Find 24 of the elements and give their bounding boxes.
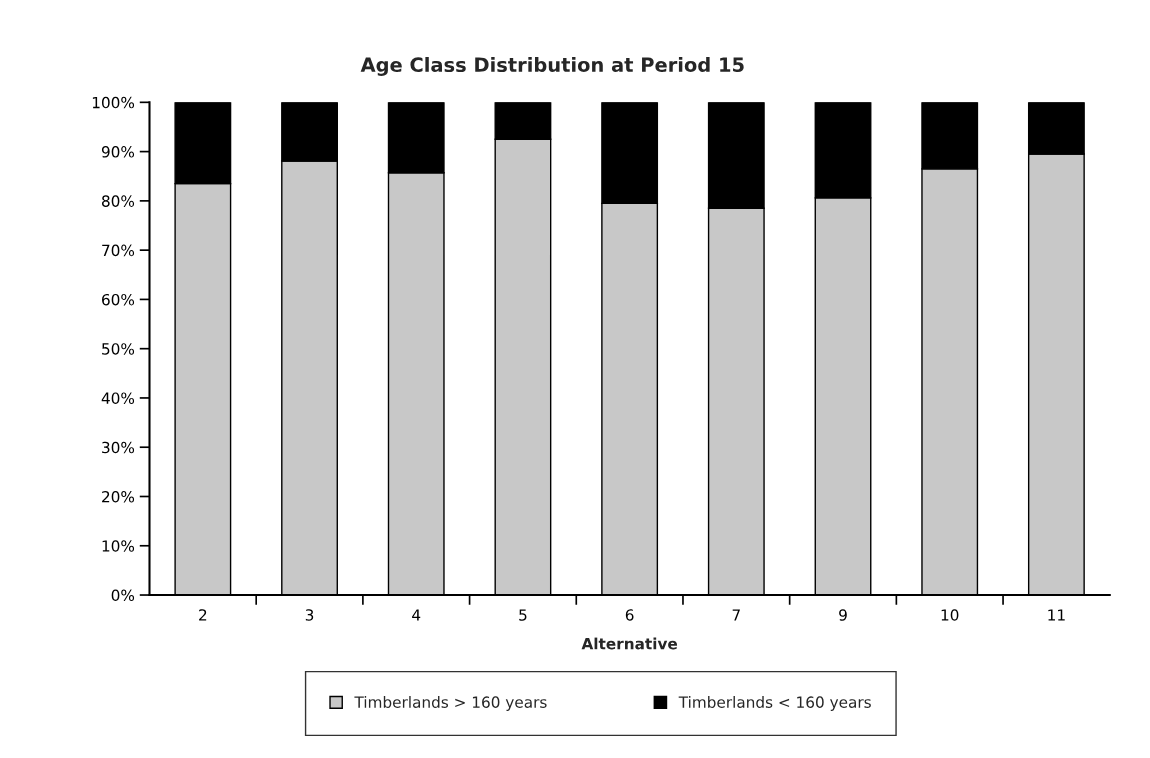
y-tick-label: 0% [111, 589, 135, 602]
y-tick-label: 10% [102, 540, 135, 552]
x-tick-label: 7 [732, 609, 740, 621]
y-tick-label: 80% [102, 195, 135, 207]
y-tick-label: 100% [92, 96, 135, 109]
x-tick-label: 9 [839, 609, 847, 621]
x-axis-title: Alternative [581, 637, 678, 650]
x-tick-label: 5 [519, 609, 527, 621]
y-tick-label: 60% [102, 293, 135, 306]
x-tick-label: 6 [625, 609, 634, 621]
y-tick-label: 90% [101, 146, 135, 158]
x-tick-label: 4 [412, 609, 421, 621]
x-tick-label: 11 [1048, 609, 1065, 621]
legend-label: Timberlands > 160 years [354, 696, 547, 711]
x-tick-label: 10 [941, 609, 959, 621]
x-tick-label: 3 [305, 609, 314, 621]
legend-label: Timberlands < 160 years [678, 696, 871, 711]
x-tick-label: 2 [199, 609, 207, 621]
y-tick-label: 50% [102, 343, 135, 355]
y-tick-label: 40% [101, 392, 135, 404]
chart-title: Age Class Distribution at Period 15 [360, 57, 744, 76]
y-tick-label: 70% [102, 244, 135, 257]
y-tick-label: 20% [102, 490, 135, 503]
y-tick-label: 30% [102, 441, 135, 454]
